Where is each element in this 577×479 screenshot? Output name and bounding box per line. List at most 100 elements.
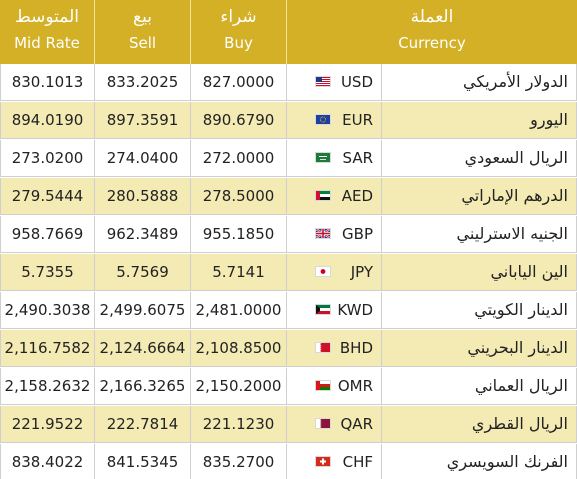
currency-code: GBP bbox=[342, 225, 373, 243]
buy-cell: 221.1230 bbox=[191, 406, 287, 442]
sell-cell: 962.3489 bbox=[95, 216, 191, 252]
header-mid-rate-ar: المتوسط bbox=[14, 7, 80, 27]
mid-rate-cell: 894.0190 bbox=[0, 102, 95, 138]
table-header: المتوسط Mid Rate بيع Sell شراء Buy العمل… bbox=[0, 0, 577, 65]
table-row: 273.0200 274.0400 272.0000 SAR الريال السعود… bbox=[0, 140, 577, 177]
mid-rate-cell: 2,490.3038 bbox=[0, 292, 95, 328]
sell-cell: 841.5345 bbox=[95, 444, 191, 479]
header-sell-en: Sell bbox=[128, 34, 157, 52]
currency-code-cell: GBP bbox=[287, 216, 382, 252]
currency-name-cell: الريال القطري bbox=[382, 406, 577, 442]
currency-code: AED bbox=[341, 187, 373, 205]
currency-code-cell: KWD bbox=[287, 292, 382, 328]
sell-cell: 2,124.6664 bbox=[95, 330, 191, 366]
currency-code: USD bbox=[340, 73, 373, 91]
kw-flag-icon bbox=[315, 304, 331, 315]
header-mid-rate: المتوسط Mid Rate bbox=[0, 0, 95, 64]
gb-flag-icon bbox=[315, 228, 331, 239]
sell-cell: 2,499.6075 bbox=[95, 292, 191, 328]
header-sell: بيع Sell bbox=[95, 0, 191, 64]
table-row: 2,490.3038 2,499.6075 2,481.0000 KWD الدينار… bbox=[0, 292, 577, 329]
sell-cell: 2,166.3265 bbox=[95, 368, 191, 404]
table-row: 830.1013 833.2025 827.0000 USD الدولار الأمر… bbox=[0, 64, 577, 101]
sa-flag-icon bbox=[315, 152, 331, 163]
table-row: 2,116.7582 2,124.6664 2,108.8500 BHD الدينار… bbox=[0, 330, 577, 367]
currency-code: EUR bbox=[342, 111, 373, 129]
currency-name-cell: الدينار الكويتي bbox=[382, 292, 577, 328]
sell-cell: 897.3591 bbox=[95, 102, 191, 138]
buy-cell: 835.2700 bbox=[191, 444, 287, 479]
currency-code-cell: BHD bbox=[287, 330, 382, 366]
header-sell-ar: بيع bbox=[133, 7, 152, 27]
ch-flag-icon bbox=[315, 456, 331, 467]
currency-code-cell: USD bbox=[287, 64, 382, 100]
buy-cell: 2,108.8500 bbox=[191, 330, 287, 366]
header-buy: شراء Buy bbox=[191, 0, 287, 64]
currency-code: JPY bbox=[350, 263, 373, 281]
table-row: 2,158.2632 2,166.3265 2,150.2000 OMR الريال … bbox=[0, 368, 577, 405]
mid-rate-cell: 279.5444 bbox=[0, 178, 95, 214]
mid-rate-cell: 2,158.2632 bbox=[0, 368, 95, 404]
mid-rate-cell: 830.1013 bbox=[0, 64, 95, 100]
sell-cell: 833.2025 bbox=[95, 64, 191, 100]
currency-code-cell: EUR bbox=[287, 102, 382, 138]
table-row: 894.0190 897.3591 890.6790 EUR اليورو bbox=[0, 102, 577, 139]
currency-name-cell: الدولار الأمريكي bbox=[382, 64, 577, 100]
currency-code: OMR bbox=[337, 377, 373, 395]
sell-cell: 5.7569 bbox=[95, 254, 191, 290]
table-row: 279.5444 280.5888 278.5000 AED الدرهم الإمار… bbox=[0, 178, 577, 215]
om-flag-icon bbox=[315, 380, 331, 391]
mid-rate-cell: 838.4022 bbox=[0, 444, 95, 479]
table-row: 958.7669 962.3489 955.1850 GBP الجنيه الاستر… bbox=[0, 216, 577, 253]
buy-cell: 2,481.0000 bbox=[191, 292, 287, 328]
buy-cell: 827.0000 bbox=[191, 64, 287, 100]
qa-flag-icon bbox=[315, 418, 331, 429]
header-currency-ar: العملة bbox=[410, 7, 454, 27]
mid-rate-cell: 221.9522 bbox=[0, 406, 95, 442]
header-mid-rate-en: Mid Rate bbox=[14, 34, 80, 52]
sell-cell: 280.5888 bbox=[95, 178, 191, 214]
currency-name-cell: الين الياباني bbox=[382, 254, 577, 290]
jp-flag-icon bbox=[315, 266, 331, 277]
currency-code-cell: JPY bbox=[287, 254, 382, 290]
header-currency-en: Currency bbox=[398, 34, 466, 52]
table-row: 838.4022 841.5345 835.2700 CHF الفرنك السويس… bbox=[0, 444, 577, 479]
buy-cell: 272.0000 bbox=[191, 140, 287, 176]
header-buy-ar: شراء bbox=[220, 7, 257, 27]
currency-code-cell: QAR bbox=[287, 406, 382, 442]
currency-code: KWD bbox=[337, 301, 373, 319]
sell-cell: 274.0400 bbox=[95, 140, 191, 176]
currency-code-cell: SAR bbox=[287, 140, 382, 176]
table-row: 5.7355 5.7569 5.7141 JPY الين الياباني bbox=[0, 254, 577, 291]
currency-name-cell: الدينار البحريني bbox=[382, 330, 577, 366]
currency-code: CHF bbox=[342, 453, 373, 471]
currency-code-cell: AED bbox=[287, 178, 382, 214]
ae-flag-icon bbox=[315, 190, 331, 201]
currency-name-cell: الدرهم الإماراتي bbox=[382, 178, 577, 214]
mid-rate-cell: 2,116.7582 bbox=[0, 330, 95, 366]
buy-cell: 890.6790 bbox=[191, 102, 287, 138]
currency-name-cell: اليورو bbox=[382, 102, 577, 138]
buy-cell: 2,150.2000 bbox=[191, 368, 287, 404]
buy-cell: 955.1850 bbox=[191, 216, 287, 252]
currency-code-cell: OMR bbox=[287, 368, 382, 404]
buy-cell: 278.5000 bbox=[191, 178, 287, 214]
currency-code: BHD bbox=[339, 339, 373, 357]
sell-cell: 222.7814 bbox=[95, 406, 191, 442]
currency-code: SAR bbox=[342, 149, 373, 167]
header-buy-en: Buy bbox=[224, 34, 253, 52]
currency-name-cell: الجنيه الاسترليني bbox=[382, 216, 577, 252]
us-flag-icon bbox=[315, 76, 331, 87]
currency-name-cell: الريال العماني bbox=[382, 368, 577, 404]
currency-code-cell: CHF bbox=[287, 444, 382, 479]
bh-flag-icon bbox=[315, 342, 331, 353]
eu-flag-icon bbox=[315, 114, 331, 125]
mid-rate-cell: 273.0200 bbox=[0, 140, 95, 176]
mid-rate-cell: 5.7355 bbox=[0, 254, 95, 290]
currency-code: QAR bbox=[340, 415, 374, 433]
header-currency: العملة Currency bbox=[287, 0, 577, 64]
currency-name-cell: الريال السعودي bbox=[382, 140, 577, 176]
buy-cell: 5.7141 bbox=[191, 254, 287, 290]
mid-rate-cell: 958.7669 bbox=[0, 216, 95, 252]
